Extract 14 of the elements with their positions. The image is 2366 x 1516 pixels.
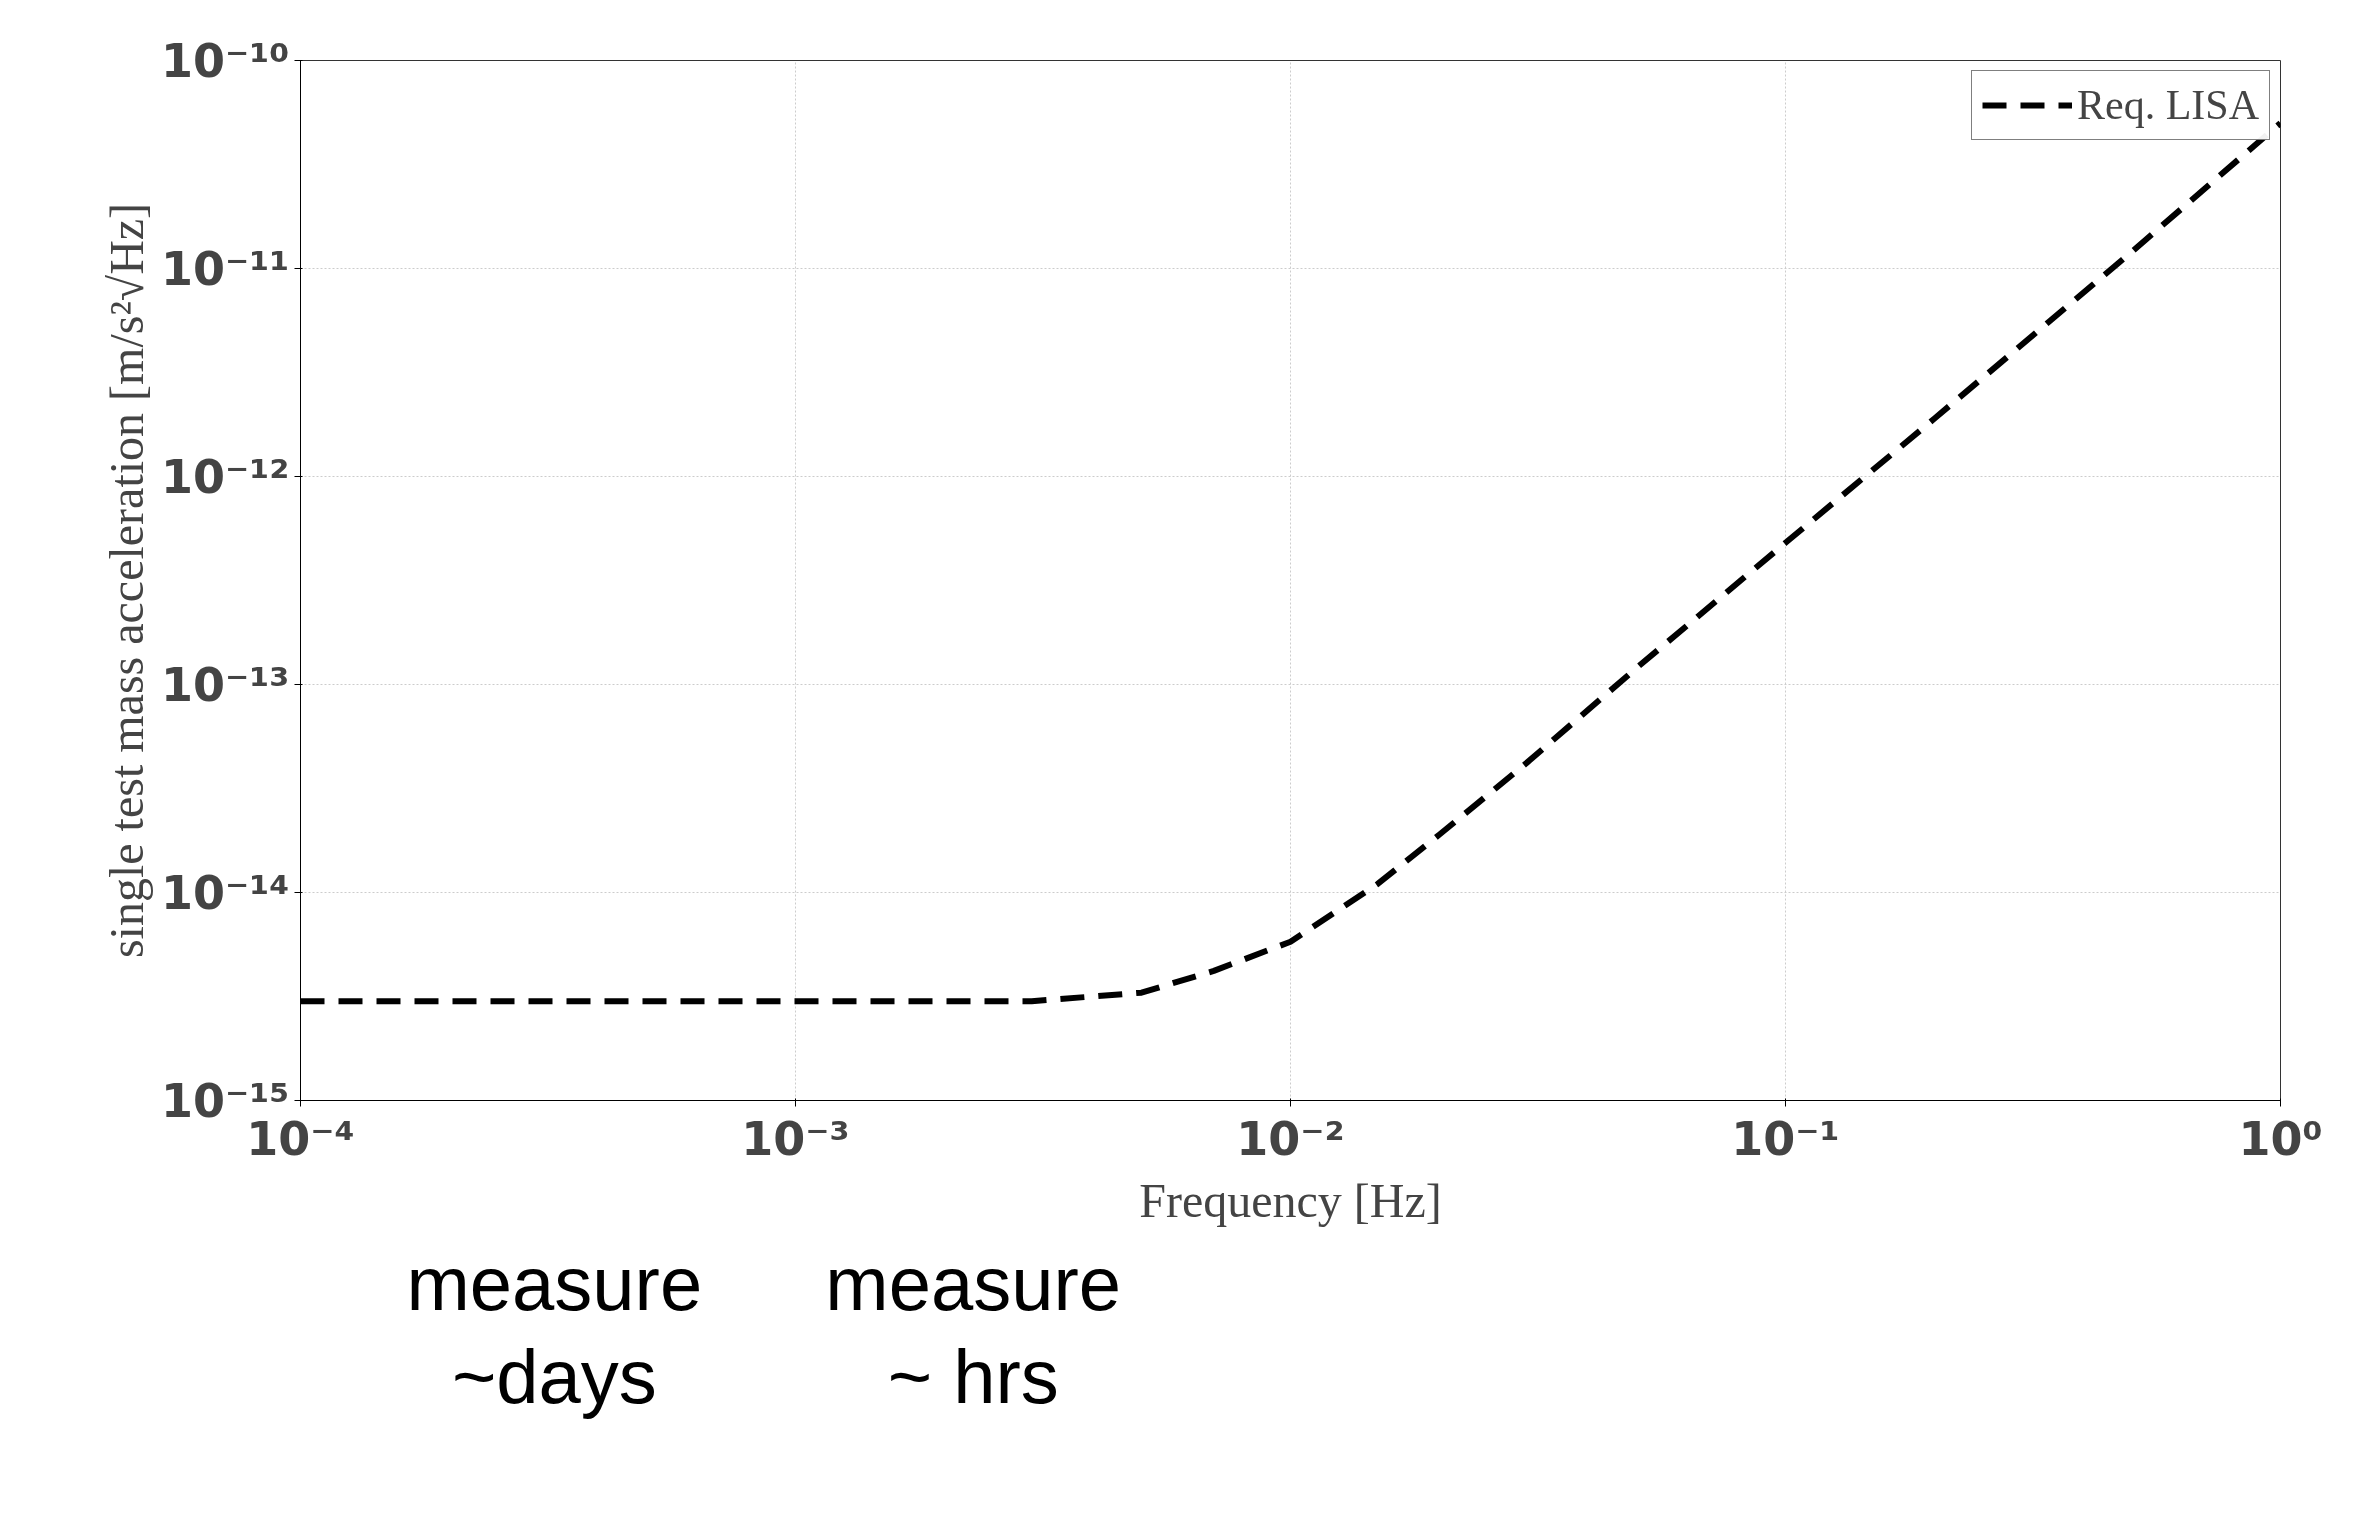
- y-tick-label: 10⁻¹³: [160, 657, 290, 712]
- x-tick-label: 10⁻¹: [1731, 1111, 1840, 1166]
- y-tick-label: 10⁻¹²: [160, 449, 290, 504]
- y-tick-label: 10⁻¹⁴: [160, 865, 290, 920]
- y-axis-title: single test mass acceleration [m/s²√Hz]: [99, 202, 153, 959]
- y-tick-label: 10⁻¹¹: [160, 241, 290, 296]
- y-tick-label: 10⁻¹⁰: [160, 33, 290, 88]
- x-axis-title: Frequency [Hz]: [1139, 1173, 1442, 1227]
- text: measure ~days: [406, 1240, 703, 1419]
- x-tick-label: 10⁻³: [741, 1111, 850, 1166]
- x-tick-label: 10⁻²: [1236, 1111, 1345, 1166]
- legend-label: Req. LISA: [2077, 81, 2259, 129]
- x-tick-label: 10⁰: [2238, 1111, 2323, 1166]
- text: measure ~ hrs: [825, 1240, 1122, 1419]
